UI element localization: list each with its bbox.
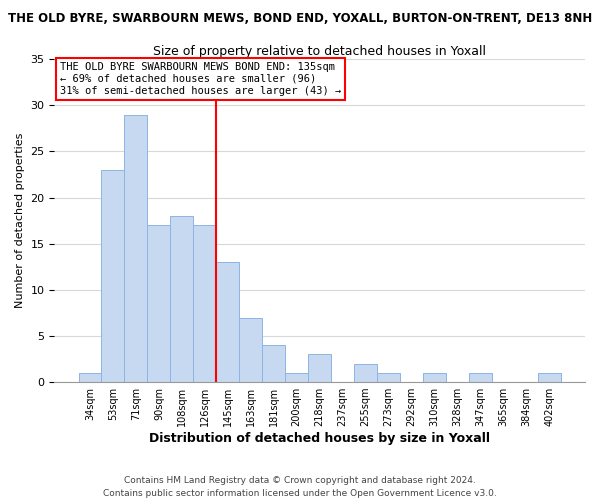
Title: Size of property relative to detached houses in Yoxall: Size of property relative to detached ho… (153, 45, 486, 58)
Bar (308, 354, 331, 382)
X-axis label: Distribution of detached houses by size in Yoxall: Distribution of detached houses by size … (149, 432, 490, 445)
Bar (354, 364, 377, 382)
Bar (217, 262, 239, 382)
Text: THE OLD BYRE SWARBOURN MEWS BOND END: 135sqm
← 69% of detached houses are smalle: THE OLD BYRE SWARBOURN MEWS BOND END: 13… (60, 62, 341, 96)
Bar (170, 216, 193, 382)
Y-axis label: Number of detached properties: Number of detached properties (15, 133, 25, 308)
Text: Contains HM Land Registry data © Crown copyright and database right 2024.
Contai: Contains HM Land Registry data © Crown c… (103, 476, 497, 498)
Bar (262, 345, 285, 382)
Bar (377, 373, 400, 382)
Text: THE OLD BYRE, SWARBOURN MEWS, BOND END, YOXALL, BURTON-ON-TRENT, DE13 8NH: THE OLD BYRE, SWARBOURN MEWS, BOND END, … (8, 12, 592, 26)
Bar (124, 114, 148, 382)
Bar (285, 373, 308, 382)
Bar (538, 373, 561, 382)
Bar (79, 373, 101, 382)
Bar (423, 373, 446, 382)
Bar (239, 318, 262, 382)
Bar (101, 170, 124, 382)
Bar (193, 225, 217, 382)
Bar (469, 373, 492, 382)
Bar (148, 225, 170, 382)
